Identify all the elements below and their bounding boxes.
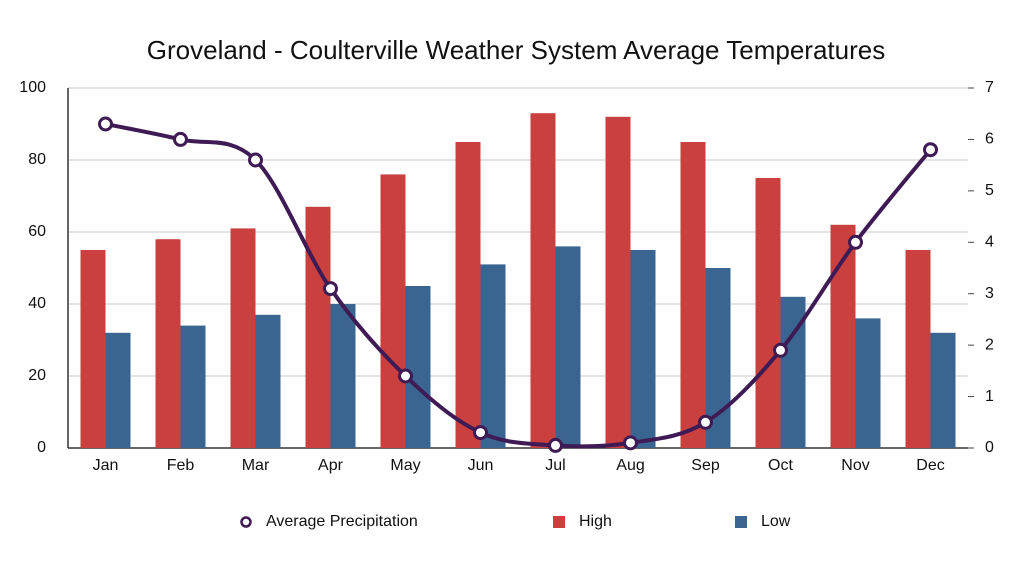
y-tick-label: 100	[19, 79, 46, 96]
bar	[230, 228, 256, 448]
y-tick-label: 20	[28, 367, 46, 384]
bar	[330, 304, 356, 448]
y2-tick-label: 7	[985, 79, 994, 96]
x-tick-label: Aug	[616, 457, 644, 474]
x-tick-label: Apr	[318, 457, 344, 474]
point	[398, 368, 413, 384]
y-tick-label: 40	[28, 295, 46, 312]
bar	[855, 318, 881, 448]
legend-label: Average Precipitation	[266, 513, 418, 530]
point	[848, 234, 863, 250]
point	[173, 131, 188, 147]
y-tick-label: 80	[28, 151, 46, 168]
point	[623, 435, 638, 451]
y2-tick-label: 2	[985, 336, 994, 353]
bar	[305, 206, 331, 448]
legend-marker	[240, 516, 252, 528]
legend-label: Low	[761, 513, 791, 530]
point	[98, 116, 113, 132]
bar	[630, 250, 656, 448]
x-tick-label: Nov	[841, 457, 869, 474]
y2-tick-label: 0	[985, 439, 994, 456]
x-tick-label: Jun	[468, 457, 494, 474]
bar	[105, 332, 131, 448]
point	[248, 152, 263, 168]
y2-tick-label: 1	[985, 388, 994, 405]
y2-tick-label: 6	[985, 131, 994, 148]
chart-title: Groveland - Coulterville Weather System …	[147, 35, 885, 65]
y2-tick-label: 3	[985, 285, 994, 302]
point	[548, 437, 563, 453]
bar	[755, 178, 781, 448]
x-tick-label: Feb	[167, 457, 195, 474]
y-tick-label: 60	[28, 223, 46, 240]
point	[698, 414, 713, 430]
bar	[255, 314, 281, 448]
x-tick-label: Jan	[93, 457, 119, 474]
bar	[905, 250, 931, 448]
bar	[480, 264, 506, 448]
bar	[405, 286, 431, 448]
bar	[380, 174, 406, 448]
point	[773, 342, 788, 358]
x-tick-label: Mar	[242, 457, 270, 474]
bar	[680, 142, 706, 448]
x-tick-label: Dec	[916, 457, 944, 474]
y-tick-label: 0	[37, 439, 46, 456]
legend-marker	[735, 516, 747, 528]
y2-tick-label: 4	[985, 234, 994, 251]
point	[323, 281, 338, 297]
bar	[155, 239, 181, 448]
bar	[930, 332, 956, 448]
legend-marker	[553, 516, 565, 528]
bar	[605, 116, 631, 449]
x-tick-label: Jul	[545, 457, 565, 474]
legend-label: High	[579, 513, 612, 530]
line	[105, 122, 933, 449]
x-tick-label: Oct	[768, 457, 793, 474]
bar	[530, 113, 556, 448]
point	[923, 142, 938, 158]
x-tick-label: May	[390, 457, 420, 474]
bar	[555, 246, 581, 448]
x-tick-label: Sep	[691, 457, 720, 474]
y2-tick-label: 5	[985, 182, 994, 199]
bar	[180, 325, 206, 448]
point	[473, 425, 488, 441]
bar	[455, 142, 481, 448]
bar	[80, 250, 106, 448]
